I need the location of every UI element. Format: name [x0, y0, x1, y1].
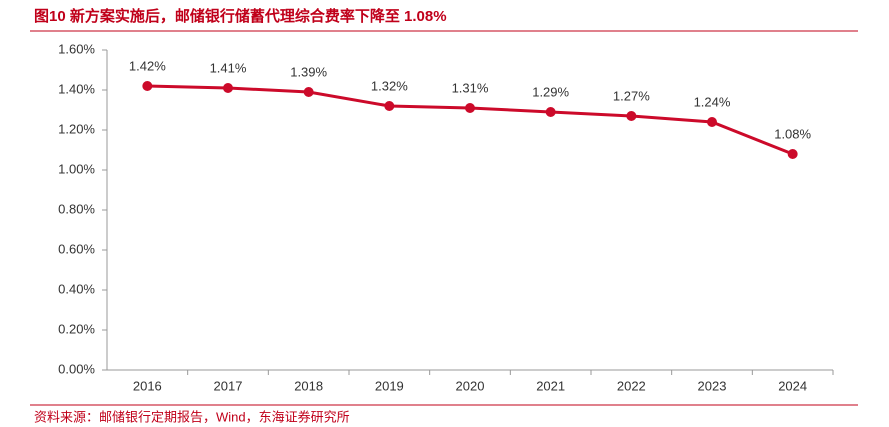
y-tick-label: 0.60% — [58, 241, 95, 256]
data-label: 1.29% — [532, 84, 569, 99]
y-tick-label: 0.80% — [58, 201, 95, 216]
x-tick-label: 2018 — [294, 378, 323, 393]
y-tick-label: 1.20% — [58, 121, 95, 136]
x-tick-label: 2024 — [778, 378, 807, 393]
data-label: 1.27% — [613, 88, 650, 103]
chart-title: 图10 新方案实施后，邮储银行储蓄代理综合费率下降至 1.08% — [34, 7, 447, 25]
y-tick-label: 0.20% — [58, 321, 95, 336]
x-tick-label: 2021 — [536, 378, 565, 393]
data-label: 1.42% — [129, 58, 166, 73]
data-point — [142, 81, 153, 91]
data-point — [626, 111, 637, 121]
data-point — [465, 103, 475, 113]
x-tick-label: 2022 — [617, 378, 646, 393]
y-tick-label: 1.00% — [58, 161, 95, 176]
x-tick-label: 2017 — [214, 378, 243, 393]
x-tick-label: 2020 — [456, 378, 485, 393]
y-tick-label: 1.40% — [58, 81, 95, 96]
data-point — [223, 83, 233, 93]
x-tick-label: 2019 — [375, 378, 404, 393]
data-label: 1.08% — [774, 126, 811, 141]
y-tick-label: 1.60% — [58, 41, 95, 56]
data-label: 1.41% — [210, 60, 247, 75]
data-label: 1.24% — [694, 94, 731, 109]
data-point — [545, 107, 556, 117]
x-tick-label: 2016 — [133, 378, 162, 393]
data-label: 1.32% — [371, 78, 408, 93]
y-tick-label: 0.40% — [58, 281, 95, 296]
y-tick-label: 0.00% — [58, 361, 95, 376]
x-tick-label: 2023 — [698, 378, 727, 393]
data-point — [707, 117, 717, 127]
source-note: 资料来源：邮储银行定期报告，Wind，东海证券研究所 — [34, 409, 350, 424]
data-label: 1.31% — [452, 80, 489, 95]
data-label: 1.39% — [290, 64, 327, 79]
data-point — [787, 149, 798, 159]
data-point — [303, 87, 314, 97]
data-point — [384, 101, 395, 111]
